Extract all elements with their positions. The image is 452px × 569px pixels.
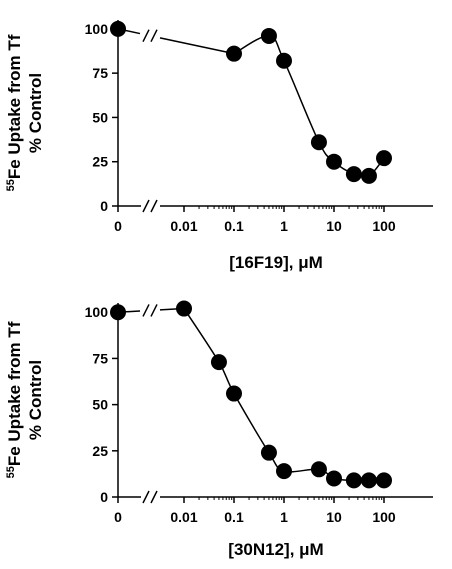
series-line	[183, 308, 384, 482]
y-tick-label: 75	[92, 65, 108, 81]
chart-panel-bottom: 0 25 50 75 100 0 0.01 0.1 1 10 100 [30N12], μM 55Fe …	[5, 300, 433, 559]
x-tick-label: 10	[326, 509, 342, 525]
data-point-control	[110, 304, 126, 321]
x-tick-label: 0.1	[224, 218, 244, 234]
data-point	[176, 300, 192, 317]
data-point	[360, 472, 377, 489]
series-line	[233, 35, 385, 178]
y-tick-label: 0	[100, 198, 108, 214]
series-break-mark	[142, 304, 150, 317]
data-point	[210, 354, 227, 371]
y-tick-label: 100	[85, 21, 109, 37]
data-point	[360, 167, 377, 184]
series-break-mark	[150, 29, 158, 43]
x-axis-title: [16F19], μM	[229, 253, 323, 272]
y-tick-label: 50	[92, 109, 108, 125]
y-axis-title-line1-text: Fe Uptake from Tf	[5, 34, 24, 179]
data-point	[376, 472, 392, 489]
data-point	[260, 444, 277, 461]
y-axis-title-line1: 55Fe Uptake from Tf	[5, 34, 24, 191]
data-point	[260, 27, 277, 44]
y-axis-title-line1: 55Fe Uptake from Tf	[5, 321, 24, 478]
x-tick-label: 0.01	[170, 218, 197, 234]
data-point	[345, 472, 362, 489]
x-axis-break-mark	[142, 490, 150, 504]
x-tick-label: 0.1	[224, 509, 244, 525]
x-tick-label: 0	[114, 509, 122, 525]
y-axis-title-superscript: 55	[5, 466, 17, 478]
chart-panel-top: 0 25 50 75 100 0 0.01 0.1 1 10 100 [16F19], μM 55Fe …	[5, 20, 433, 272]
x-tick-label: 0.01	[170, 509, 197, 525]
x-tick-label: 1	[280, 509, 288, 525]
data-point	[326, 153, 342, 170]
data-point	[226, 385, 242, 402]
y-axis-title-line2: % Control	[26, 360, 45, 440]
y-tick-label: 25	[92, 443, 108, 459]
data-point	[226, 45, 242, 62]
y-tick-label: 50	[92, 397, 108, 413]
series-line-segment	[159, 37, 235, 55]
data-point	[310, 134, 327, 151]
data-point	[310, 461, 327, 478]
y-axis-title: 55Fe Uptake from Tf% Control	[5, 321, 45, 478]
x-tick-label: 100	[372, 218, 396, 234]
data-point	[276, 52, 292, 69]
x-tick-label: 100	[372, 509, 396, 525]
y-tick-label: 25	[92, 154, 108, 170]
y-axis-title: 55Fe Uptake from Tf% Control	[5, 34, 45, 191]
data-point	[276, 463, 292, 480]
data-point	[326, 470, 342, 487]
x-tick-label: 1	[280, 218, 288, 234]
data-point	[376, 150, 392, 167]
x-axis-break-mark	[150, 199, 158, 213]
y-axis-title-line2: % Control	[26, 73, 45, 153]
x-tick-label: 0	[114, 218, 122, 234]
y-tick-label: 0	[100, 489, 108, 505]
y-axis-title-superscript: 55	[5, 179, 17, 191]
data-point	[345, 166, 362, 183]
x-axis-break-mark	[150, 490, 158, 504]
x-axis-break-mark	[142, 199, 150, 213]
series-break-mark	[150, 304, 158, 317]
y-tick-label: 75	[92, 350, 108, 366]
x-axis-title: [30N12], μM	[228, 540, 323, 559]
y-tick-label: 100	[85, 304, 109, 320]
y-axis-title-line1-text: Fe Uptake from Tf	[5, 321, 24, 466]
x-tick-label: 10	[326, 218, 342, 234]
data-point-control	[110, 20, 126, 37]
series-break-mark	[142, 29, 150, 43]
